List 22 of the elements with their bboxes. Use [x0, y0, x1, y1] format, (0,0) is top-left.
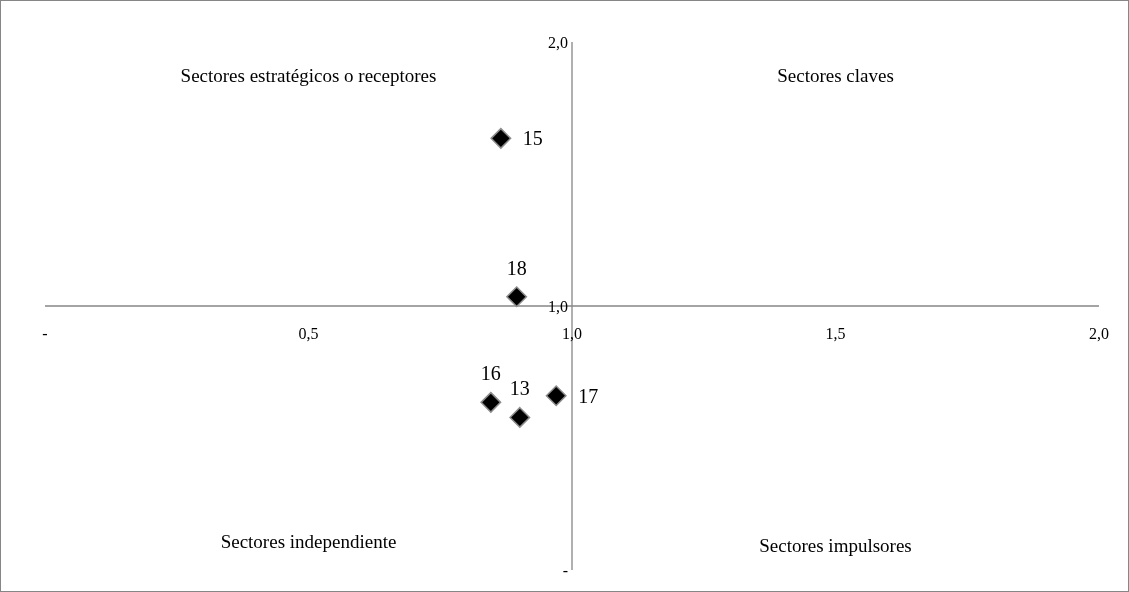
- y-tick-label: 2,0: [548, 33, 568, 51]
- annotation: 16: [480, 362, 501, 385]
- y-tick-label: -: [562, 561, 568, 579]
- annotation: Sectores estratégicos o receptores: [180, 65, 437, 86]
- x-tick-label: 2,0: [1089, 325, 1109, 342]
- x-tick-label: 1,0: [562, 325, 582, 342]
- point: [506, 286, 528, 308]
- point: [480, 391, 502, 413]
- y-tick-label: 1,0: [548, 297, 568, 315]
- point: [490, 127, 512, 149]
- annotation: 17: [578, 384, 599, 407]
- point: [509, 406, 531, 428]
- annotation: 18: [506, 256, 527, 279]
- annotation: Sectores claves: [777, 65, 894, 86]
- annotation: Sectores impulsores: [759, 535, 912, 556]
- x-tick-label: 1,5: [825, 325, 846, 342]
- point: [545, 385, 567, 407]
- x-tick-label: -: [42, 325, 48, 342]
- x-tick-label: 0,5: [298, 325, 319, 342]
- annotation: Sectores independiente: [220, 531, 397, 552]
- annotation: 13: [509, 377, 530, 400]
- annotation: 15: [522, 127, 543, 150]
